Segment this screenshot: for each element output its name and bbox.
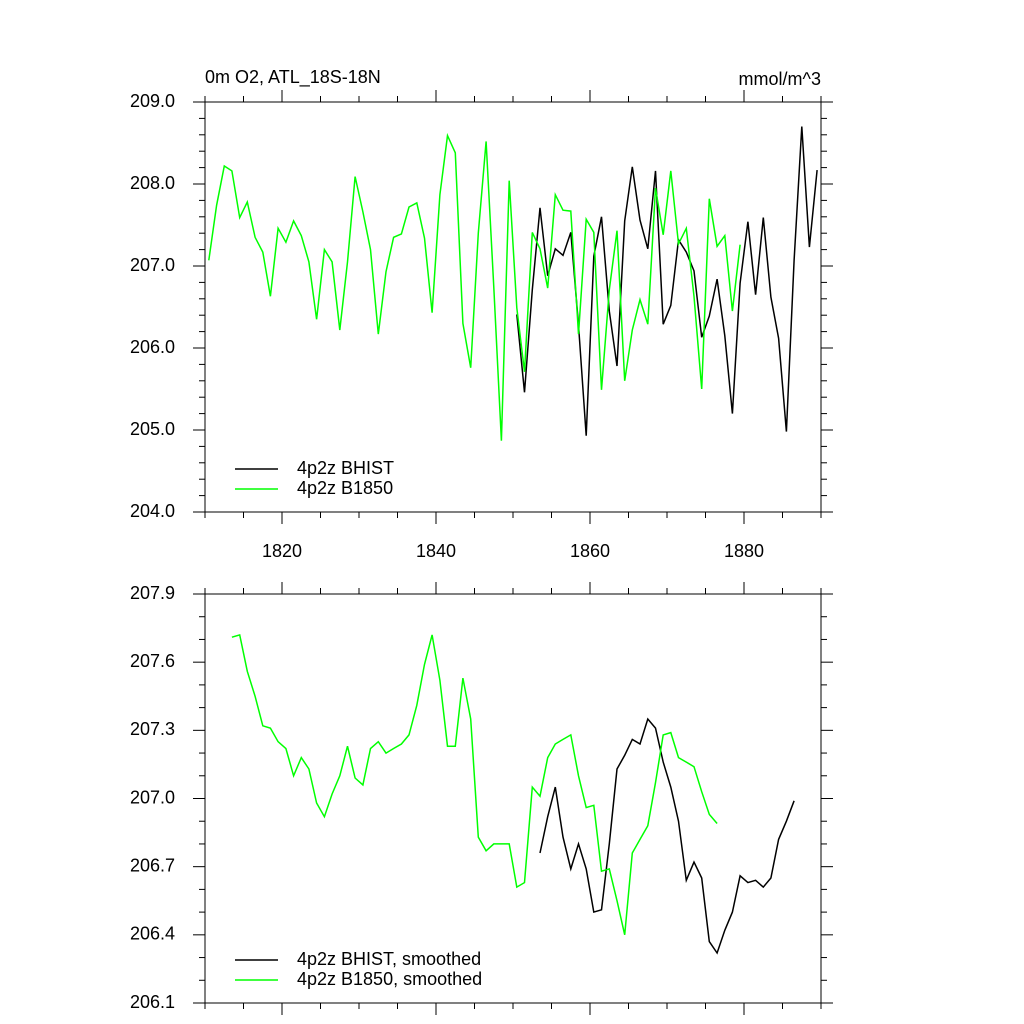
y-tick-label: 206.0 (130, 337, 175, 357)
plot-frame (204, 593, 822, 1004)
y-tick-label: 205.0 (130, 419, 175, 439)
series-line (516, 126, 818, 436)
y-tick-label: 207.9 (130, 583, 175, 603)
y-tick-label: 207.0 (130, 787, 175, 807)
chart-title: 0m O2, ATL_18S-18N (205, 67, 381, 88)
y-tick-label: 204.0 (130, 501, 175, 521)
legend-label: 4p2z BHIST, smoothed (297, 949, 481, 969)
x-tick-label: 1880 (724, 541, 764, 561)
y-tick-label: 206.7 (130, 855, 175, 875)
legend-label: 4p2z B1850 (297, 478, 393, 498)
series-line (231, 633, 718, 935)
legend-label: 4p2z BHIST (297, 458, 394, 478)
x-tick-label: 1820 (262, 541, 302, 561)
legend-label: 4p2z B1850, smoothed (297, 969, 482, 989)
series-line (539, 717, 795, 955)
y-tick-label: 209.0 (130, 91, 175, 111)
y-tick-label: 208.0 (130, 173, 175, 193)
y-tick-label: 207.6 (130, 651, 175, 671)
x-tick-label: 1860 (570, 541, 610, 561)
y-tick-label: 206.4 (130, 924, 175, 944)
series-line (208, 132, 741, 441)
y-tick-label: 206.1 (130, 992, 175, 1012)
y-tick-label: 207.3 (130, 719, 175, 739)
units-label: mmol/m^3 (739, 69, 821, 89)
x-tick-label: 1840 (416, 541, 456, 561)
y-tick-label: 207.0 (130, 255, 175, 275)
plot-frame (204, 101, 822, 513)
